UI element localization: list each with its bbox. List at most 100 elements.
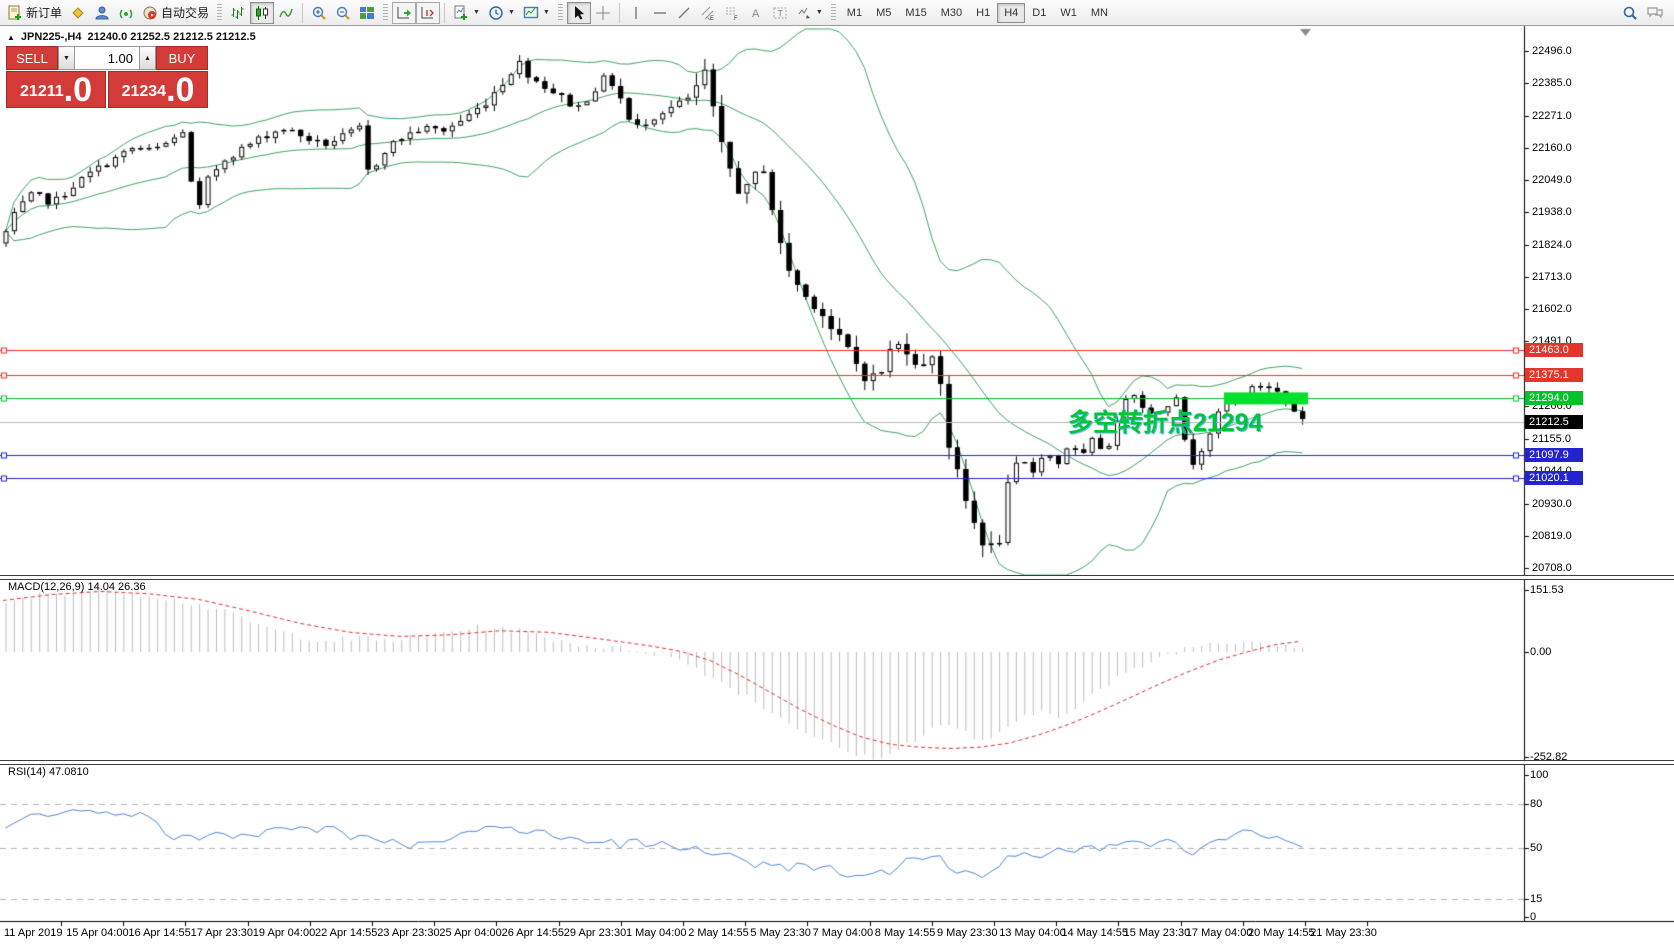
sell-price-panel[interactable]: 21211 .0 [6, 71, 106, 108]
tile-windows-button[interactable] [355, 2, 379, 24]
buy-button[interactable]: BUY [156, 46, 208, 70]
channel-icon: E [700, 5, 716, 21]
price-axis-tick-label: 21602.0 [1532, 303, 1572, 316]
buy-price-main: 21234 [121, 83, 167, 100]
market-watch-button[interactable] [66, 2, 90, 24]
clock-icon [488, 5, 504, 21]
new-order-button[interactable]: 新订单 [3, 2, 66, 24]
time-axis-tick-label: 7 May 04:00 [812, 927, 874, 939]
current-price-tag: 21212.5 [1525, 414, 1583, 429]
trendline-tool-button[interactable] [672, 2, 696, 24]
indicators-icon [453, 5, 469, 21]
toolbar-drag-handle[interactable] [217, 3, 223, 22]
zoom-out-icon [335, 5, 351, 21]
svg-text:A: A [752, 8, 760, 20]
timeframe-button-m5[interactable]: M5 [876, 6, 892, 19]
zoom-in-icon [311, 5, 327, 21]
hline-price-tag: 21294.0 [1525, 391, 1583, 406]
timeframe-button-mn[interactable]: MN [1090, 6, 1108, 19]
time-axis-tick-label: 15 Apr 04:00 [66, 927, 129, 939]
toolbar-drag-handle[interactable] [383, 3, 389, 22]
chart-shift-button[interactable] [416, 1, 441, 24]
horizontal-line-tool-button[interactable] [648, 2, 672, 24]
template-icon [523, 5, 539, 21]
price-axis-tick-label: 22271.0 [1532, 110, 1572, 123]
collapse-icon[interactable]: ▲ [7, 32, 15, 42]
hline-price-tag: 21020.1 [1525, 470, 1583, 485]
timeframe-button-h4[interactable]: H4 [997, 2, 1026, 23]
signals-button[interactable] [114, 2, 138, 24]
arrows-icon [796, 5, 812, 21]
time-axis-tick-label: 11 Apr 2019 [4, 927, 63, 939]
price-axis-tick-label: 21155.0 [1532, 432, 1571, 445]
vertical-line-icon [628, 5, 644, 21]
rsi-axis-label: 50 [1530, 842, 1543, 854]
hline-price-tag: 21097.9 [1525, 448, 1583, 463]
text-tool-button[interactable]: A [744, 2, 768, 24]
autotrading-button[interactable]: 自动交易 [138, 2, 213, 24]
crosshair-tool-button[interactable] [591, 2, 615, 24]
dropdown-caret-icon: ▼ [815, 9, 823, 16]
diamond-icon [70, 5, 86, 21]
toolbar-drag-handle[interactable] [830, 3, 836, 22]
vertical-line-tool-button[interactable] [624, 2, 648, 24]
timeframe-button-m1[interactable]: M1 [846, 6, 863, 19]
volume-input[interactable] [75, 49, 135, 67]
sell-price-fraction: .0 [63, 71, 92, 109]
templates-button[interactable]: ▼ [519, 2, 554, 24]
zoom-in-button[interactable] [307, 2, 331, 24]
timeframe-button-m30[interactable]: M30 [940, 6, 963, 19]
candlestick-chart-button[interactable] [250, 1, 275, 24]
chat-button[interactable] [1642, 2, 1668, 24]
timeframe-button-h1[interactable]: H1 [976, 6, 991, 19]
volume-down-button[interactable]: ▼ [58, 46, 75, 70]
sell-button[interactable]: SELL [6, 46, 58, 70]
timeframe-button-d1[interactable]: D1 [1032, 6, 1047, 19]
time-axis-tick-label: 16 Apr 14:55 [128, 927, 191, 939]
arrows-tool-button[interactable]: ▼ [792, 2, 827, 24]
bar-chart-button[interactable] [226, 2, 250, 24]
line-chart-button[interactable] [274, 2, 298, 24]
chart-header: ▲ JPN225-,H4 21240.0 21252.5 21212.5 212… [7, 31, 256, 43]
time-axis-tick-label: 9 May 23:30 [937, 927, 998, 939]
search-button[interactable] [1618, 2, 1642, 24]
cursor-tool-button[interactable] [566, 1, 591, 24]
timeframe-button-m15[interactable]: M15 [905, 6, 927, 19]
timeframe-button-w1[interactable]: W1 [1060, 6, 1077, 19]
time-axis-tick-label: 17 Apr 23:30 [190, 927, 253, 939]
chart-ohlc-values: 21240.0 21252.5 21212.5 21212.5 [87, 31, 256, 43]
time-axis-tick-label: 21 May 23:30 [1310, 927, 1377, 939]
volume-up-button[interactable]: ▲ [139, 46, 156, 70]
fibonacci-tool-button[interactable]: F [720, 2, 744, 24]
zoom-out-button[interactable] [331, 2, 355, 24]
buy-price-panel[interactable]: 21234 .0 [108, 71, 208, 108]
toolbar-drag-handle[interactable] [557, 3, 563, 22]
new-order-icon [7, 5, 23, 21]
label-tool-button[interactable]: T [768, 2, 792, 24]
svg-text:E: E [710, 16, 714, 21]
chart-shift-icon [420, 5, 436, 21]
profile-button[interactable] [90, 2, 114, 24]
price-axis-tick-label: 21713.0 [1532, 271, 1572, 284]
time-axis-tick-label: 2 May 14:55 [688, 927, 749, 939]
time-axis-tick-label: 15 May 23:30 [1123, 927, 1191, 939]
timeframe-toolbar: M1 M5 M15 M30 H1 H4 D1 W1 MN [840, 2, 1115, 23]
dropdown-caret-icon: ▼ [507, 9, 515, 16]
tile-windows-icon [359, 5, 375, 21]
time-axis-tick-label: 25 Apr 04:00 [439, 927, 502, 939]
rsi-axis-label: 100 [1530, 769, 1549, 781]
channel-tool-button[interactable]: E [696, 2, 720, 24]
indicators-button[interactable]: ▼ [449, 2, 484, 24]
profile-icon [94, 5, 110, 21]
panel-splitter-rsi[interactable] [0, 760, 1674, 765]
time-axis-tick-label: 22 Apr 14:55 [315, 927, 378, 939]
dropdown-caret-icon: ▼ [473, 9, 480, 16]
bar-chart-icon [230, 5, 246, 21]
periods-button[interactable]: ▼ [484, 2, 519, 24]
main-toolbar: 新订单 自动交易 ▼ ▼ ▼ E F A T ▼ [0, 0, 1674, 26]
hline-price-tag: 21463.0 [1525, 342, 1583, 357]
auto-scroll-button[interactable] [392, 1, 417, 24]
candlestick-chart-icon [254, 5, 270, 21]
panel-splitter-macd[interactable] [0, 575, 1674, 580]
